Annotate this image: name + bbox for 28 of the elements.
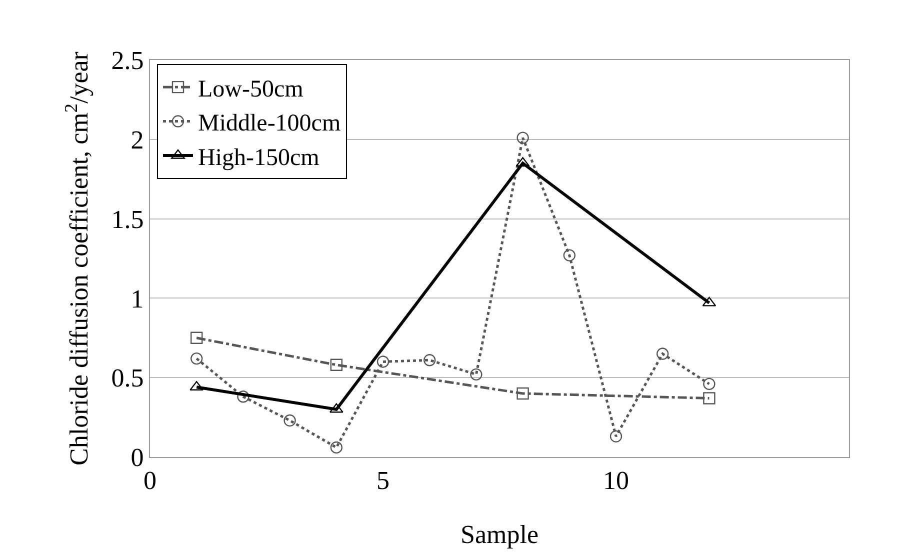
point [516, 132, 529, 144]
point [376, 356, 390, 368]
legend-label: Low-50cm [198, 76, 304, 102]
point [563, 249, 576, 262]
point [284, 414, 296, 427]
point [470, 368, 482, 381]
point [424, 354, 436, 366]
point [610, 430, 622, 442]
y-tick-label: 1 [130, 284, 144, 314]
point [703, 392, 716, 404]
y-tick-label: 0.5 [111, 364, 144, 393]
x-axis-title: Sample [460, 520, 538, 549]
legend-label: High-150cm [198, 144, 320, 171]
point [237, 390, 250, 403]
point [190, 352, 203, 365]
y-tick-label: 2 [130, 126, 144, 154]
x-tick-label: 10 [603, 466, 629, 496]
point [330, 441, 342, 454]
point [703, 378, 716, 390]
point [516, 387, 529, 400]
x-tick-label: 5 [376, 466, 390, 496]
legend-label: Middle-100cm [198, 110, 341, 137]
point [656, 348, 669, 360]
point [190, 332, 203, 344]
y-tick-label: 1.5 [111, 204, 144, 234]
point [330, 358, 342, 371]
y-tick-label: 2.5 [111, 46, 144, 76]
y-tick-label: 0 [130, 443, 144, 472]
